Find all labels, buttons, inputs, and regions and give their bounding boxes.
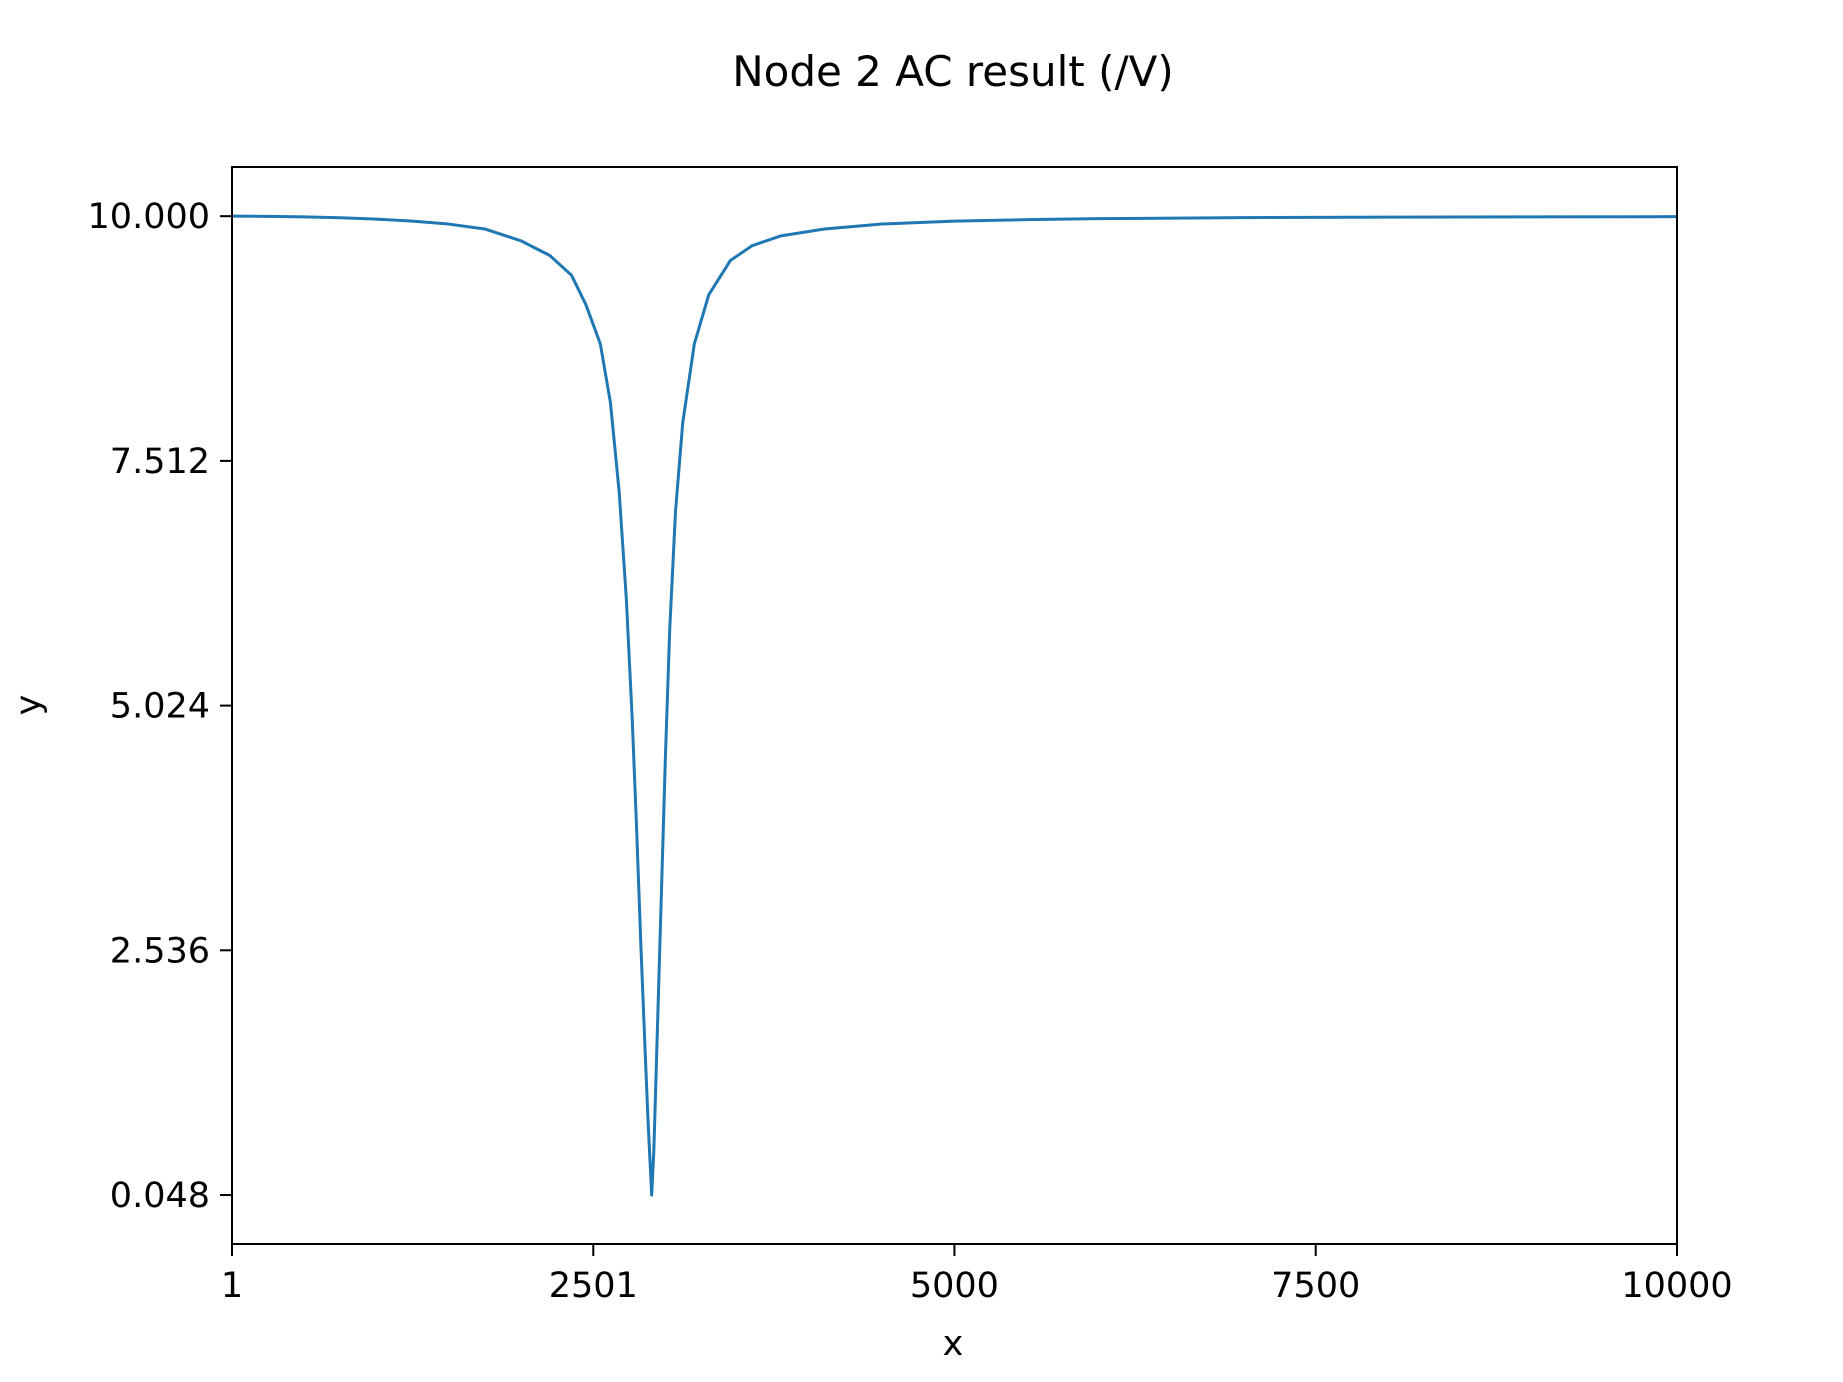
- y-tick-label: 0.048: [110, 1176, 210, 1216]
- x-tick-label: 10000: [1621, 1266, 1732, 1306]
- x-axis-label: x: [943, 1324, 964, 1364]
- y-axis-label: y: [9, 695, 49, 716]
- y-tick-label: 5.024: [110, 687, 210, 727]
- plot-area: [231, 166, 1678, 1245]
- x-tick-label: 7500: [1271, 1266, 1360, 1306]
- y-tick-label: 10.000: [88, 197, 210, 237]
- axis-ticks: 1 2501 5000 7500 10000 0.048 2.536 5.024 7.512 10…: [88, 197, 1733, 1306]
- chart-title: Node 2 AC result (/V): [732, 47, 1174, 96]
- x-tick-label: 2501: [549, 1266, 638, 1306]
- x-tick-label: 5000: [910, 1266, 999, 1306]
- y-tick-label: 2.536: [110, 931, 210, 971]
- y-tick-label: 7.512: [110, 442, 210, 482]
- plot-frame: [231, 166, 1678, 1245]
- series-line-0: [231, 214, 1678, 1197]
- x-tick-label: 1: [221, 1266, 243, 1306]
